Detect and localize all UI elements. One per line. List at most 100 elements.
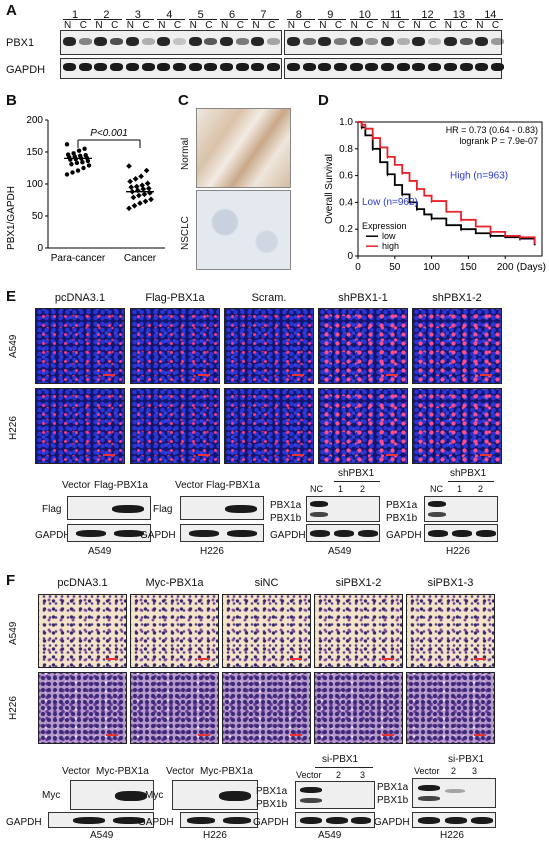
para-cancer-point xyxy=(64,172,70,177)
panel-b-label: B xyxy=(6,92,17,109)
cancer-point xyxy=(137,200,143,207)
para-cancer-point xyxy=(81,165,86,171)
para-cancer-point xyxy=(74,160,80,166)
gapdh-band-c xyxy=(428,63,442,71)
gapdh-band-c xyxy=(396,63,410,71)
e-scale-bar xyxy=(292,454,304,456)
panel-f-label: F xyxy=(6,572,16,589)
lane-c-label: C xyxy=(429,20,437,31)
pbx1-band-n xyxy=(349,37,363,46)
lane-n-label: N xyxy=(158,20,166,31)
para-cancer-point xyxy=(69,161,74,167)
pbx1-band-c xyxy=(110,38,124,45)
lane-n-label: N xyxy=(64,20,72,31)
lane-n-label: N xyxy=(189,20,197,31)
e-scale-bar xyxy=(480,374,492,376)
y-tick-label: 0.8 xyxy=(339,144,353,155)
e-blot2-header-vector: Vector xyxy=(175,480,204,491)
f-blot4-row-gapdh: GAPDH xyxy=(374,817,410,828)
y-tick-label: 150 xyxy=(26,147,43,158)
f-blot4-lane-3: 3 xyxy=(472,766,478,776)
e-scale-bar xyxy=(292,374,304,376)
e-blot4-group: shPBX1 xyxy=(450,468,487,479)
e-blot4-lane-1: 1 xyxy=(457,484,463,494)
y-tick-label: 100 xyxy=(26,179,43,190)
f-scale-bar xyxy=(474,658,486,660)
gapdh-band-c xyxy=(302,63,316,71)
pbx1-band-n xyxy=(381,37,394,46)
pbx1-band-n xyxy=(125,37,139,46)
lane-c-label: C xyxy=(236,20,244,31)
e-blot2-cell: H226 xyxy=(200,546,224,557)
pbx1-band-c xyxy=(267,38,281,45)
cancer-point xyxy=(143,167,150,174)
lane-c-label: C xyxy=(334,20,343,31)
f-blot3-gapdh xyxy=(295,812,375,828)
pbx1-band-n xyxy=(286,37,300,46)
lane-number: 7 xyxy=(260,9,267,21)
cancer-point xyxy=(136,192,142,199)
lane-underline xyxy=(94,19,123,20)
nsclc-ihc-image xyxy=(196,190,291,270)
cancer-point xyxy=(130,194,137,201)
e-blot2-row-flag: Flag xyxy=(153,504,173,515)
f-scale-bar xyxy=(382,734,394,736)
x-category-label: Para-cancer xyxy=(51,253,106,264)
e-blot3-row-pbx1a: PBX1a xyxy=(270,500,302,511)
lane-n-label: N xyxy=(350,20,358,31)
lane-underline xyxy=(318,19,347,20)
f-blot2-myc xyxy=(172,780,258,810)
gapdh-band-n xyxy=(381,63,394,71)
f-blot3-row-pbx1b: PBX1b xyxy=(256,799,288,810)
gapdh-band-n xyxy=(125,63,139,71)
panel-e-label: E xyxy=(6,288,17,305)
pbx1-band-n xyxy=(94,37,108,46)
pbx1-row-label: PBX1 xyxy=(6,37,35,49)
e-scale-bar xyxy=(480,454,492,456)
lane-number: 10 xyxy=(358,9,371,21)
cancer-point xyxy=(147,190,153,196)
pbx1-band-n xyxy=(318,37,332,46)
lane-n-label: N xyxy=(444,20,453,31)
f-blot3-row-pbx1a: PBX1a xyxy=(256,786,288,797)
f-blot2-gapdh xyxy=(180,812,258,828)
lane-number: 12 xyxy=(421,9,434,21)
e-scale-bar xyxy=(386,454,398,456)
para-cancer-point xyxy=(80,160,85,165)
e-blot1-row-flag: Flag xyxy=(42,504,62,515)
gapdh-band-n xyxy=(412,63,426,71)
pbx1-band-n xyxy=(63,37,76,46)
e-blot1-flag xyxy=(67,496,151,520)
e-blot3-gapdh xyxy=(306,524,380,542)
f-blot4-gapdh xyxy=(412,812,496,828)
y-tick-label: 1.0 xyxy=(339,117,353,128)
f-blot4-cell: H226 xyxy=(440,830,464,841)
x-tick-label: 50 xyxy=(389,262,401,273)
e-blot4-row-pbx1a: PBX1a xyxy=(386,500,418,511)
lane-c-label: C xyxy=(79,20,87,31)
cancer-point xyxy=(138,173,144,180)
f-blot4-row-pbx1b: PBX1b xyxy=(377,795,409,806)
f-column-label: siNC xyxy=(254,577,279,589)
e-blot3-row-gapdh: GAPDH xyxy=(270,530,306,541)
f-blot3-cell: A549 xyxy=(318,830,342,841)
f-blot3-group: si-PBX1 xyxy=(322,754,359,765)
e-blot4-row-pbx1b: PBX1b xyxy=(386,513,418,524)
cancer-point xyxy=(141,191,148,198)
f-blot4-lane-2: 2 xyxy=(451,766,457,776)
lane-number: 9 xyxy=(327,9,334,21)
lane-number: 2 xyxy=(103,9,110,21)
e-blot2-row-gapdh: GAPDH xyxy=(140,530,176,541)
legend-entry: low xyxy=(382,231,396,241)
normal-ihc-image xyxy=(196,108,291,188)
y-tick-label: 0.6 xyxy=(339,171,353,182)
gapdh-band-c xyxy=(490,63,504,71)
e-scale-bar xyxy=(386,374,398,376)
gapdh-band-c xyxy=(459,63,473,71)
f-row-a549: A549 xyxy=(8,621,19,645)
e-blot3-group: shPBX1 xyxy=(338,468,375,479)
e-blot3-cell: A549 xyxy=(328,546,352,557)
f-blot1-header-myc: Myc-PBX1a xyxy=(96,766,149,777)
gapdh-band-n xyxy=(188,63,202,71)
e-row-h226: H226 xyxy=(8,416,19,440)
